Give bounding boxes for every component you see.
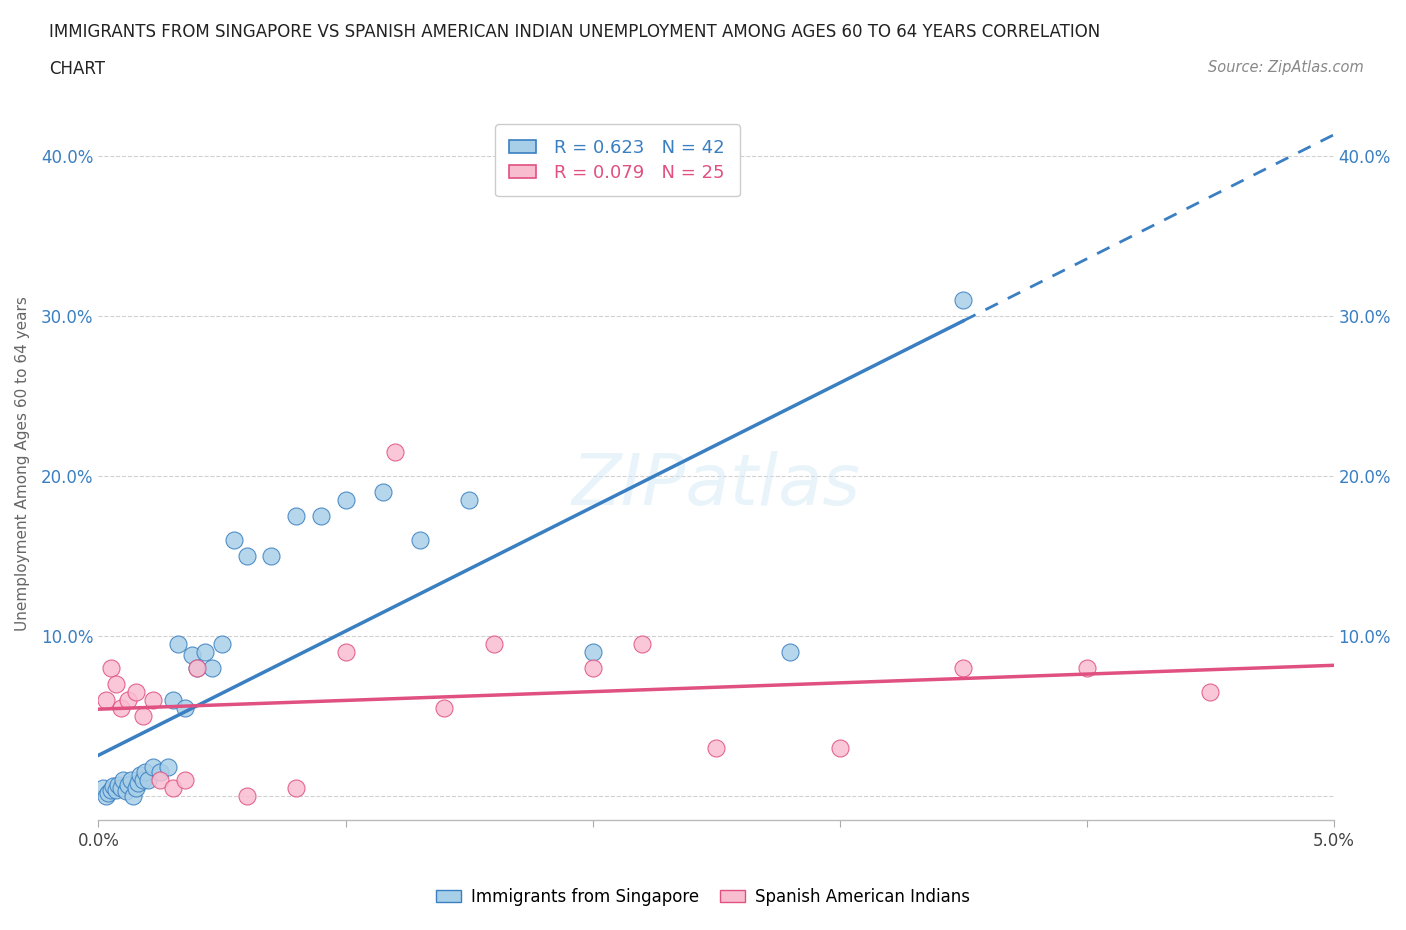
Point <box>127 776 149 790</box>
Legend: R = 0.623   N = 42, R = 0.079   N = 25: R = 0.623 N = 42, R = 0.079 N = 25 <box>495 124 740 196</box>
Point <box>112 773 135 788</box>
Point <box>194 644 217 659</box>
Text: CHART: CHART <box>49 60 105 78</box>
Point <box>120 773 142 788</box>
Point <box>458 493 481 508</box>
Point <box>122 789 145 804</box>
Point <box>166 637 188 652</box>
Point <box>107 777 129 792</box>
Point <box>952 660 974 675</box>
Legend: Immigrants from Singapore, Spanish American Indians: Immigrants from Singapore, Spanish Ameri… <box>430 881 976 912</box>
Point <box>132 709 155 724</box>
Point <box>162 693 184 708</box>
Point <box>174 773 197 788</box>
Point <box>142 693 165 708</box>
Point <box>181 648 204 663</box>
Text: Source: ZipAtlas.com: Source: ZipAtlas.com <box>1208 60 1364 75</box>
Point <box>124 780 146 795</box>
Y-axis label: Unemployment Among Ages 60 to 64 years: Unemployment Among Ages 60 to 64 years <box>15 297 30 631</box>
Point <box>142 760 165 775</box>
Point <box>93 780 115 795</box>
Point <box>211 637 233 652</box>
Point <box>384 445 406 459</box>
Point <box>100 660 122 675</box>
Point <box>186 660 208 675</box>
Text: IMMIGRANTS FROM SINGAPORE VS SPANISH AMERICAN INDIAN UNEMPLOYMENT AMONG AGES 60 : IMMIGRANTS FROM SINGAPORE VS SPANISH AME… <box>49 23 1101 41</box>
Point <box>581 660 603 675</box>
Point <box>371 485 394 499</box>
Point <box>260 549 283 564</box>
Point <box>335 493 357 508</box>
Point <box>235 789 257 804</box>
Point <box>1199 684 1222 699</box>
Point <box>174 700 197 715</box>
Point <box>110 700 132 715</box>
Point <box>149 764 172 779</box>
Point <box>201 660 224 675</box>
Point <box>581 644 603 659</box>
Point <box>117 693 139 708</box>
Point <box>704 740 727 755</box>
Point <box>132 773 155 788</box>
Point <box>104 782 127 797</box>
Point <box>136 773 159 788</box>
Point <box>97 786 120 801</box>
Point <box>433 700 456 715</box>
Point <box>162 780 184 795</box>
Point <box>129 768 152 783</box>
Point <box>104 677 127 692</box>
Point <box>100 782 122 797</box>
Point <box>156 760 179 775</box>
Point <box>114 784 136 799</box>
Point <box>285 509 308 524</box>
Point <box>110 780 132 795</box>
Point <box>828 740 851 755</box>
Point <box>309 509 332 524</box>
Point <box>482 637 505 652</box>
Point <box>224 533 246 548</box>
Point <box>134 764 156 779</box>
Point <box>1076 660 1098 675</box>
Point <box>631 637 654 652</box>
Point <box>103 779 125 794</box>
Point <box>235 549 257 564</box>
Point <box>94 789 117 804</box>
Point <box>335 644 357 659</box>
Point <box>149 773 172 788</box>
Point <box>124 684 146 699</box>
Point <box>408 533 430 548</box>
Point <box>186 660 208 675</box>
Point <box>94 693 117 708</box>
Text: ZIPatlas: ZIPatlas <box>572 451 860 520</box>
Point <box>117 777 139 792</box>
Point <box>952 293 974 308</box>
Point <box>779 644 801 659</box>
Point <box>285 780 308 795</box>
